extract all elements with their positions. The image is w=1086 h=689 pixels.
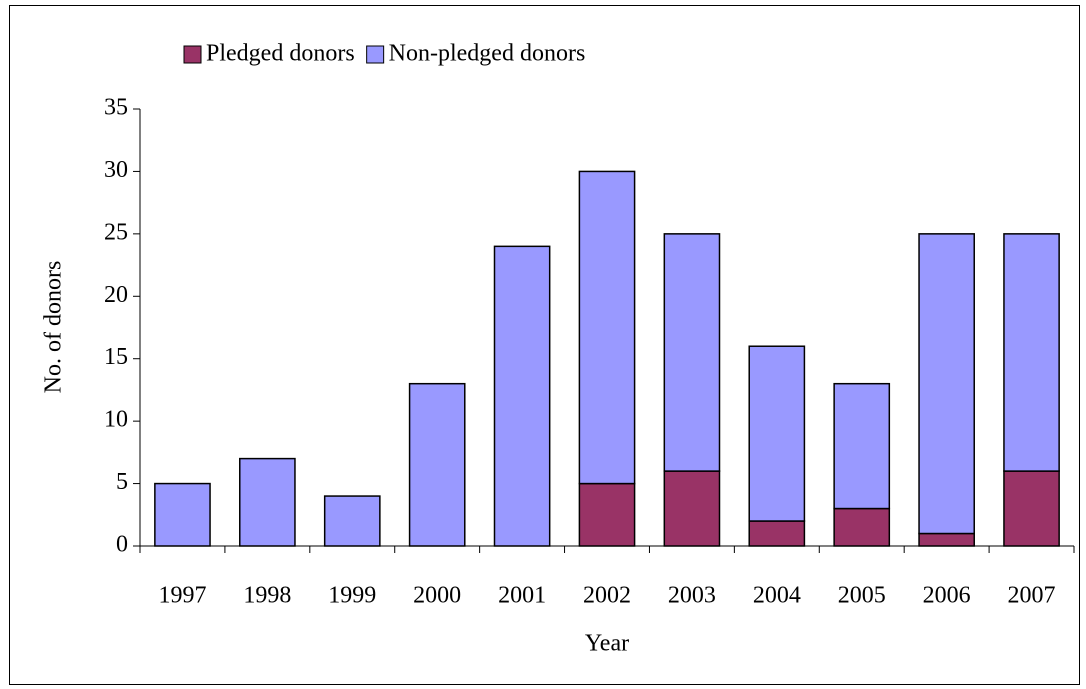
x-tick-label: 2002 (583, 583, 631, 609)
x-tick-label: 2004 (753, 583, 801, 609)
x-axis-label: Year (585, 631, 629, 657)
bar-segment (918, 532, 975, 547)
bar-segment (1003, 233, 1060, 472)
y-tick-label: 30 (104, 157, 128, 183)
y-tick-label: 35 (104, 95, 128, 121)
x-tick-label: 2001 (498, 583, 546, 609)
x-tick-label: 2006 (923, 583, 971, 609)
x-tick-label: 1999 (328, 583, 376, 609)
legend-label: Non-pledged donors (389, 41, 586, 67)
x-tick-label: 1997 (158, 583, 206, 609)
y-tick-label: 0 (116, 532, 128, 558)
legend-swatch (183, 45, 202, 64)
bar-segment (833, 382, 891, 510)
bar-segment (918, 233, 975, 535)
x-tick-label: 2003 (668, 583, 716, 609)
bar-segment (748, 520, 806, 547)
bar-segment (578, 482, 636, 547)
y-tick-label: 5 (116, 469, 128, 495)
bar-segment (239, 457, 296, 547)
legend-label: Pledged donors (206, 41, 355, 67)
x-tick-label: 2005 (838, 583, 886, 609)
bar-segment (748, 345, 806, 522)
x-tick-label: 2000 (413, 583, 461, 609)
y-tick-label: 10 (104, 407, 128, 433)
y-tick-label: 20 (104, 282, 128, 308)
bar-segment (493, 245, 551, 547)
bar-segment (578, 170, 636, 485)
legend-swatch (366, 45, 385, 64)
bar-segment (663, 470, 721, 547)
bar-segment (323, 495, 381, 547)
x-tick-label: 1998 (243, 583, 291, 609)
bar-segment (1003, 470, 1060, 547)
bar-segment (663, 233, 721, 472)
x-tick-label: 2007 (1008, 583, 1056, 609)
bar-segment (154, 482, 211, 547)
bar-segment (408, 382, 466, 547)
y-tick-label: 15 (104, 344, 128, 370)
bar-segment (833, 507, 891, 547)
y-tick-label: 25 (104, 219, 128, 245)
y-axis-label: No. of donors (41, 261, 67, 394)
